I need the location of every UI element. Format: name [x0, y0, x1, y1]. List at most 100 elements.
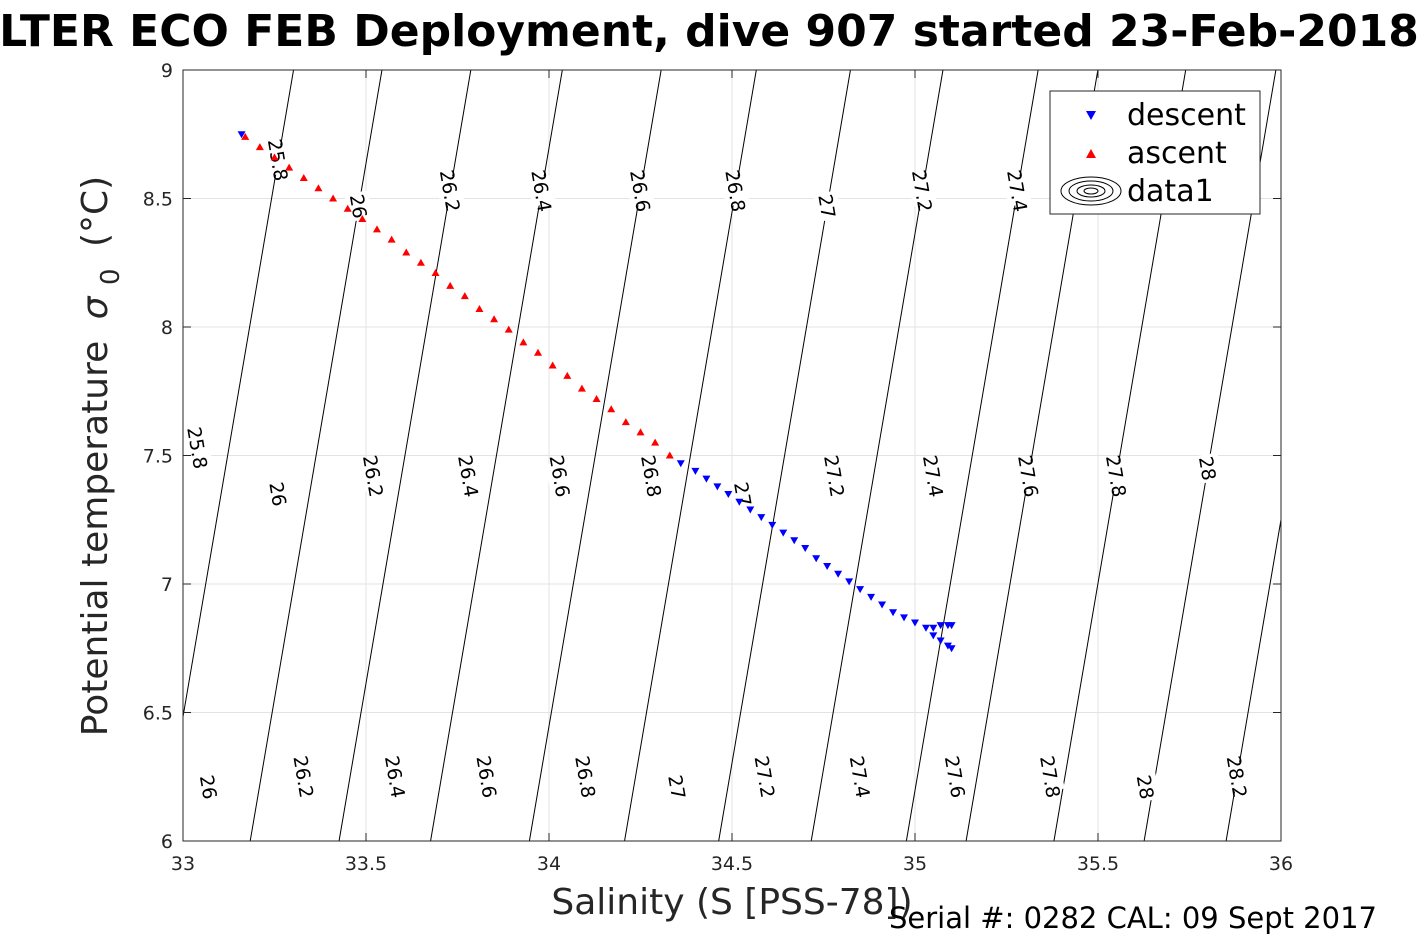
descent-point — [947, 622, 956, 630]
x-axis-label: Salinity (S [PSS-78]) — [551, 882, 912, 923]
descent-point — [812, 555, 821, 563]
ascent-point — [607, 405, 616, 413]
descent-point — [823, 563, 832, 571]
contour-label-mask — [721, 174, 750, 207]
x-tick-label: 35 — [903, 853, 927, 875]
ascent-point — [314, 184, 323, 192]
contour-label-mask — [1003, 174, 1032, 207]
y-axis-label-unit: (°C) — [75, 176, 116, 247]
y-axis-label: Potential temperature σ 0 (°C) — [75, 176, 128, 736]
y-tick-label: 8.5 — [143, 189, 173, 211]
ascent-point — [446, 281, 455, 289]
descent-point — [768, 521, 777, 529]
ascent-point — [592, 394, 601, 402]
contour-label: 26 — [264, 480, 290, 508]
y-tick-label: 7 — [161, 574, 173, 596]
contour-label-mask — [472, 760, 501, 793]
descent-point — [713, 483, 722, 491]
ascent-point — [651, 438, 660, 446]
contour-label-mask — [820, 460, 849, 492]
descent-point — [702, 475, 711, 483]
ascent-point — [387, 235, 396, 243]
descent-point — [790, 537, 799, 545]
descent-point — [936, 637, 945, 645]
contour-label-mask — [263, 478, 293, 510]
descent-point — [943, 642, 952, 650]
ascent-point — [299, 173, 308, 181]
contour-label: 28 — [1132, 773, 1158, 801]
contour-label-mask — [812, 190, 842, 223]
contour-label-mask — [750, 760, 780, 793]
x-tick-label: 33 — [171, 853, 195, 875]
y-axis-label-subscript: 0 — [96, 268, 126, 285]
contour-label-mask — [1102, 460, 1131, 492]
contour-label: 26 — [195, 773, 221, 801]
x-tick-label: 34.5 — [711, 853, 753, 875]
y-axis-label-sigma: σ — [75, 295, 116, 319]
descent-point — [779, 529, 788, 537]
ascent-point — [372, 225, 381, 233]
descent-point — [900, 614, 909, 622]
ascent-point — [460, 292, 469, 300]
x-tick-label: 36 — [1269, 853, 1293, 875]
descent-point — [801, 545, 810, 553]
ascent-point — [241, 132, 250, 140]
ascent-point — [490, 315, 499, 323]
legend-label-descent: descent — [1127, 98, 1246, 133]
ascent-point — [431, 269, 440, 277]
contour-label-mask — [289, 760, 318, 793]
descent-point — [911, 619, 919, 627]
contour-label-mask — [435, 174, 465, 207]
contour-label: 28 — [1194, 455, 1220, 483]
ascent-point — [636, 428, 645, 436]
descent-point — [834, 570, 843, 578]
descent-marker-icon — [1086, 111, 1096, 120]
data-points — [237, 131, 956, 653]
ascent-point — [621, 418, 630, 426]
ascent-point — [534, 348, 543, 356]
contour-label-mask — [941, 760, 970, 793]
legend-entry-ascent: ascent — [1086, 136, 1227, 171]
descent-point — [724, 491, 733, 499]
descent-point — [929, 632, 938, 640]
descent-point — [845, 578, 854, 586]
contour-label: 27 — [663, 773, 689, 801]
ascent-marker-icon — [1086, 149, 1096, 158]
descent-point — [237, 131, 246, 139]
y-axis-label-main: Potential temperature — [75, 341, 116, 736]
contour-label-mask — [571, 760, 600, 793]
descent-point — [691, 467, 700, 475]
svg-text:Potential temperature σ: Potential temperature σ 0 (°C) — [75, 176, 128, 736]
contour-label-mask — [381, 760, 410, 793]
x-tick-label: 33.5 — [345, 853, 387, 875]
contour-label-mask — [1131, 771, 1160, 803]
contour-label-mask — [1014, 460, 1043, 492]
legend-entry-descent: descent — [1086, 98, 1246, 133]
ascent-point — [416, 258, 425, 266]
legend-label-ascent: ascent — [1127, 136, 1227, 171]
descent-point — [676, 460, 685, 468]
ascent-point — [270, 153, 279, 161]
x-tick-label: 35.5 — [1077, 853, 1119, 875]
contour-label-mask — [454, 460, 483, 492]
y-tick-label: 6 — [161, 831, 173, 853]
descent-point — [746, 506, 755, 514]
contour-icon — [1060, 176, 1122, 206]
contour-label-mask — [545, 460, 575, 492]
descent-point — [889, 609, 898, 617]
y-tick-label: 6.5 — [143, 703, 173, 725]
ascent-point — [285, 163, 294, 171]
ascent-point — [402, 248, 411, 256]
contour-label-mask — [1036, 760, 1065, 793]
ascent-point — [577, 384, 586, 392]
descent-point — [936, 622, 945, 630]
ascent-point — [329, 194, 338, 202]
legend-label-data1: data1 — [1127, 174, 1214, 209]
legend-box — [1049, 90, 1261, 215]
contour-label: 26 — [345, 193, 371, 221]
contour-label-mask — [527, 174, 556, 207]
contour-label-mask — [845, 760, 875, 793]
legend-entry-data1: data1 — [1060, 174, 1214, 209]
contour-label-mask — [194, 771, 223, 803]
ascent-point — [548, 361, 557, 369]
